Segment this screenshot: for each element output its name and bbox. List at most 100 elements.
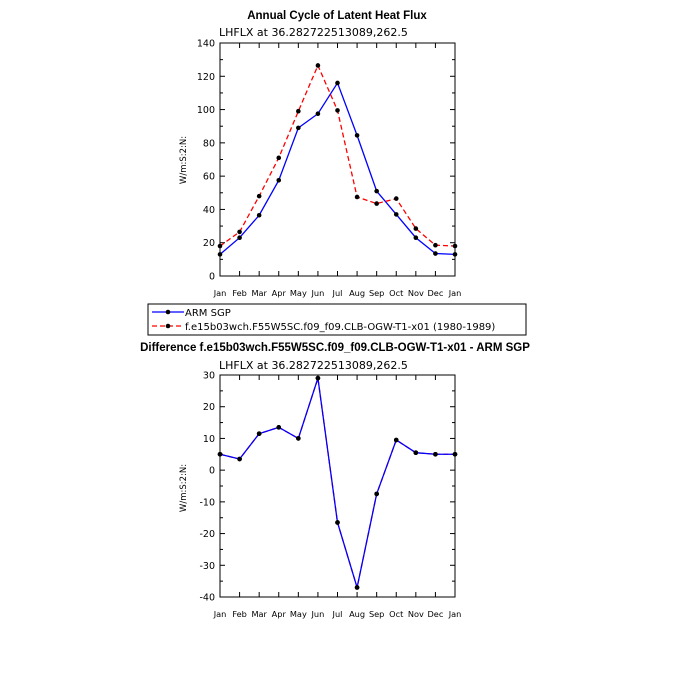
x-tick-label: Jan — [448, 609, 462, 619]
data-point — [315, 63, 321, 68]
x-tick-label: Feb — [232, 609, 247, 619]
data-point — [237, 235, 242, 241]
y-tick-label: 140 — [197, 39, 215, 50]
y-tick-label: 10 — [203, 434, 215, 445]
x-tick-label: Nov — [408, 288, 424, 298]
data-point — [354, 133, 360, 138]
data-point — [217, 252, 223, 257]
y-tick-label: 0 — [209, 272, 215, 283]
y-tick-label: 30 — [203, 371, 215, 382]
data-point — [296, 108, 301, 114]
data-point — [374, 188, 379, 194]
annual-cycle-panel: Annual Cycle of Latent Heat Flux LHFLX a… — [179, 10, 461, 298]
data-point — [354, 194, 360, 200]
x-tick-label: Oct — [389, 609, 404, 619]
plot-frame — [219, 374, 456, 598]
y-tick-label: 20 — [203, 402, 215, 413]
x-tick-label: Sep — [369, 288, 384, 298]
data-point — [393, 437, 399, 443]
data-point — [315, 375, 321, 381]
data-point — [315, 111, 321, 117]
y-tick-label: -30 — [199, 561, 215, 572]
x-tick-label: Jan — [448, 288, 462, 298]
x-tick-label: Mar — [251, 609, 267, 619]
x-tick-label: Jan — [213, 288, 227, 298]
data-point — [256, 212, 262, 218]
data-point — [237, 229, 242, 235]
data-point — [335, 520, 340, 525]
data-point — [217, 243, 223, 249]
x-tick-label: Sep — [369, 609, 384, 619]
x-tick-label: Dec — [427, 609, 443, 619]
x-tick-label: Aug — [349, 288, 365, 298]
y-tick-label: -10 — [199, 497, 215, 508]
x-tick-label: Aug — [349, 609, 365, 619]
data-point — [413, 450, 419, 456]
legend-label: ARM SGP — [185, 308, 231, 319]
x-tick-label: Dec — [427, 288, 443, 298]
difference-panel: Difference f.e15b03wch.F55W5SC.f09_f09.C… — [140, 342, 530, 619]
legend-box — [147, 303, 527, 336]
data-point — [413, 226, 419, 231]
data-point — [452, 451, 458, 457]
data-point — [217, 451, 223, 457]
x-tick-label: Jun — [311, 288, 325, 298]
y-tick-label: -20 — [199, 529, 215, 540]
x-tick-label: Feb — [232, 288, 247, 298]
x-tick-label: Apr — [272, 609, 287, 619]
data-point — [393, 196, 399, 201]
data-point — [256, 431, 262, 436]
chart-subtitle: LHFLX at 36.282722513089,262.5 — [219, 26, 408, 39]
series-line-model — [219, 377, 455, 588]
data-point — [433, 251, 438, 256]
legend: ARM SGP f.e15b03wch.F55W5SC.f09_f09.CLB-… — [147, 303, 527, 336]
y-tick-label: 20 — [203, 238, 215, 249]
y-tick-label: 120 — [197, 72, 215, 83]
legend-entry-arm-sgp: ARM SGP — [152, 308, 231, 319]
y-tick-label: 60 — [203, 172, 215, 183]
legend-label: f.e15b03wch.F55W5SC.f09_f09.CLB-OGW-T1-x… — [185, 322, 495, 333]
data-point — [374, 201, 379, 206]
legend-marker — [165, 309, 171, 315]
data-point — [335, 80, 340, 86]
y-tick-label: -40 — [199, 593, 215, 604]
data-point — [433, 242, 438, 248]
data-point — [452, 243, 458, 249]
data-point — [296, 436, 301, 441]
x-tick-label: Mar — [251, 288, 267, 298]
x-tick-label: Jan — [213, 609, 227, 619]
data-point — [393, 212, 399, 217]
data-point — [413, 235, 419, 241]
data-point — [335, 108, 340, 113]
x-tick-label: Jul — [332, 609, 343, 619]
x-tick-label: Jun — [311, 609, 325, 619]
data-point — [374, 491, 379, 497]
data-point — [237, 456, 242, 462]
data-point — [296, 125, 301, 131]
legend-entry-model: f.e15b03wch.F55W5SC.f09_f09.CLB-OGW-T1-x… — [152, 322, 495, 333]
y-tick-label: 40 — [203, 205, 215, 216]
y-tick-label: 100 — [197, 105, 215, 116]
x-tick-label: Apr — [272, 288, 287, 298]
x-tick-label: Nov — [408, 609, 424, 619]
y-axis-label: W/m:S:2:N: — [179, 464, 189, 512]
chart-title: Annual Cycle of Latent Heat Flux — [247, 10, 427, 22]
y-tick-label: 80 — [203, 138, 215, 149]
data-point — [452, 252, 458, 257]
y-axis-label: W/m:S:2:N: — [179, 136, 189, 184]
x-tick-label: Jul — [332, 288, 343, 298]
chart-title: Difference f.e15b03wch.F55W5SC.f09_f09.C… — [140, 342, 530, 354]
data-point — [276, 155, 282, 161]
series-line-obs — [219, 377, 455, 588]
data-point — [276, 425, 282, 430]
y-tick-label: 0 — [209, 466, 215, 477]
x-tick-label: May — [290, 288, 307, 298]
data-point — [256, 193, 262, 199]
legend-marker — [165, 323, 171, 329]
data-point — [433, 451, 438, 457]
x-tick-label: May — [290, 609, 307, 619]
data-point — [276, 178, 282, 183]
x-tick-label: Oct — [389, 288, 404, 298]
